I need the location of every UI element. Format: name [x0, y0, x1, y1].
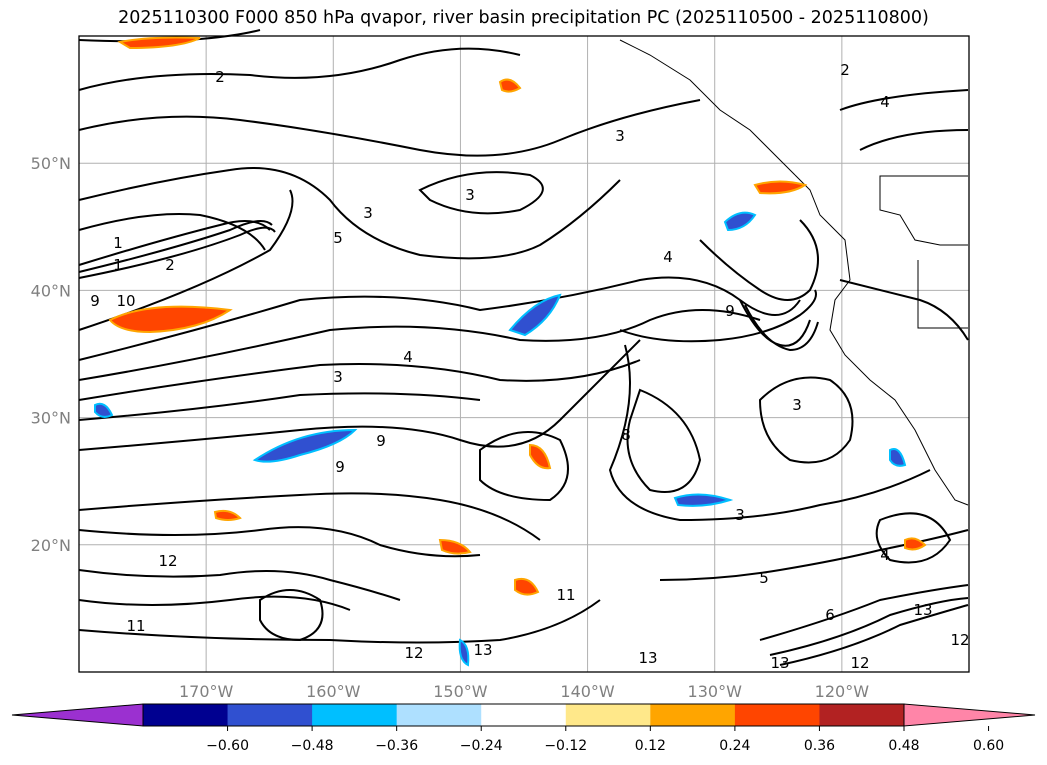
- colorbar-segment: [565, 704, 651, 726]
- contour-label: 3: [792, 396, 802, 414]
- contour-label: 9: [725, 302, 735, 320]
- colorbar-tick-label: −0.12: [544, 738, 587, 754]
- contour-label: 9: [90, 292, 100, 310]
- contour-label: 4: [403, 348, 413, 366]
- contour-label: 12: [158, 552, 177, 570]
- contour-label: 2: [215, 68, 225, 86]
- contour-label: 13: [770, 654, 789, 672]
- contour-label: 2: [840, 61, 850, 79]
- contour-label: 3: [615, 127, 625, 145]
- colorbar-tick-label: 0.12: [635, 738, 666, 754]
- lat-tick-label: 20°N: [31, 536, 71, 555]
- colorbar-extend-high: [903, 703, 1036, 727]
- lon-tick-label: 130°W: [688, 682, 743, 701]
- gridlines: [79, 36, 969, 672]
- contour-label: 5: [759, 569, 769, 587]
- longitude-labels: 170°W 160°W 150°W 140°W 130°W 120°W: [179, 682, 869, 701]
- contour-label: 5: [333, 229, 343, 247]
- contour-label: 2: [165, 256, 175, 274]
- contour-label: 13: [473, 641, 492, 659]
- precipitation-pc-shading: [94, 36, 927, 667]
- lon-tick-label: 140°W: [560, 682, 615, 701]
- contour-label: 12: [950, 631, 969, 649]
- map-frame: [78, 35, 970, 673]
- contour-label: 13: [913, 601, 932, 619]
- colorbar-segment: [819, 704, 905, 726]
- colorbar-tick-label: −0.36: [375, 738, 418, 754]
- colorbar-tick-label: −0.48: [291, 738, 334, 754]
- contour-label: 6: [825, 606, 835, 624]
- vapor-contours: [78, 29, 969, 666]
- colorbar: [11, 703, 1036, 727]
- lat-tick-label: 40°N: [31, 281, 71, 300]
- contour-label: 4: [880, 546, 890, 564]
- lat-tick-label: 30°N: [31, 409, 71, 428]
- contour-label: 12: [404, 644, 423, 662]
- contour-label: 10: [116, 292, 135, 310]
- lon-tick-label: 120°W: [815, 682, 870, 701]
- colorbar-segment: [396, 704, 482, 726]
- colorbar-extend-low: [11, 703, 144, 727]
- lon-tick-label: 170°W: [179, 682, 234, 701]
- contour-label: 11: [126, 617, 145, 635]
- lon-tick-label: 160°W: [306, 682, 361, 701]
- lat-tick-label: 50°N: [31, 154, 71, 173]
- contour-label: 3: [465, 186, 475, 204]
- contour-label: 3: [333, 368, 343, 386]
- colorbar-segment: [734, 704, 820, 726]
- colorbar-tick-label: 0.36: [804, 738, 835, 754]
- colorbar-segment: [312, 704, 398, 726]
- contour-label: 3: [363, 204, 373, 222]
- contour-label: 4: [880, 93, 890, 111]
- latitude-labels: 50°N 40°N 30°N 20°N: [31, 154, 71, 555]
- colorbar-tick-label: −0.60: [206, 738, 249, 754]
- contour-label: 13: [638, 649, 657, 667]
- colorbar-segment: [481, 704, 567, 726]
- colorbar-segment: [143, 704, 229, 726]
- colorbar-tick-label: 0.60: [973, 738, 1004, 754]
- contour-label: 1: [113, 234, 123, 252]
- contour-label: 3: [735, 506, 745, 524]
- colorbar-tick-label: 0.48: [888, 738, 919, 754]
- colorbar-frame: [142, 703, 905, 727]
- contour-label: 9: [376, 432, 386, 450]
- lon-tick-label: 150°W: [433, 682, 488, 701]
- contour-label: 9: [335, 458, 345, 476]
- contour-label: 1: [113, 256, 123, 274]
- figure-title: 2025110300 F000 850 hPa qvapor, river ba…: [118, 8, 929, 28]
- colorbar-segment: [650, 704, 736, 726]
- contour-label: 8: [621, 426, 631, 444]
- colorbar-tick-label: 0.24: [719, 738, 750, 754]
- coastlines: [619, 39, 969, 506]
- contour-label: 11: [556, 586, 575, 604]
- contour-label: 12: [850, 654, 869, 672]
- colorbar-tick-label: −0.24: [460, 738, 503, 754]
- colorbar-segment: [227, 704, 313, 726]
- contour-label: 4: [663, 248, 673, 266]
- colorbar-ticks: −0.60 −0.48 −0.36 −0.24 −0.12 0.12 0.24 0.36 0.4…: [206, 726, 1004, 754]
